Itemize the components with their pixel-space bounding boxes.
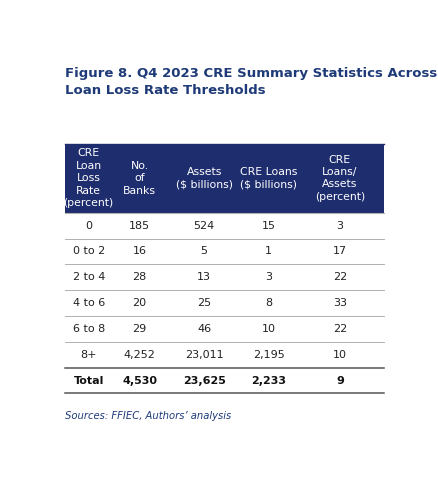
Text: 9: 9 bbox=[336, 376, 344, 386]
Text: Sources: FFIEC, Authors’ analysis: Sources: FFIEC, Authors’ analysis bbox=[65, 411, 231, 422]
Text: 3: 3 bbox=[336, 221, 343, 231]
Text: 23,011: 23,011 bbox=[185, 350, 223, 360]
Text: 0 to 2: 0 to 2 bbox=[73, 246, 105, 257]
Text: 22: 22 bbox=[333, 324, 347, 334]
Text: 5: 5 bbox=[201, 246, 208, 257]
Text: 1: 1 bbox=[265, 246, 272, 257]
Text: 16: 16 bbox=[133, 246, 147, 257]
Text: Total: Total bbox=[74, 376, 104, 386]
Text: 28: 28 bbox=[132, 272, 147, 282]
Text: 4 to 6: 4 to 6 bbox=[73, 298, 105, 308]
Text: 524: 524 bbox=[194, 221, 215, 231]
Text: 4,530: 4,530 bbox=[122, 376, 157, 386]
Text: 10: 10 bbox=[333, 350, 347, 360]
Text: Figure 8. Q4 2023 CRE Summary Statistics Across
Loan Loss Rate Thresholds: Figure 8. Q4 2023 CRE Summary Statistics… bbox=[65, 67, 437, 97]
Text: Assets
($ billions): Assets ($ billions) bbox=[176, 167, 233, 189]
Text: 185: 185 bbox=[129, 221, 150, 231]
Text: 13: 13 bbox=[197, 272, 211, 282]
Text: 10: 10 bbox=[261, 324, 276, 334]
Text: 46: 46 bbox=[197, 324, 211, 334]
Text: 29: 29 bbox=[132, 324, 147, 334]
Text: 25: 25 bbox=[197, 298, 211, 308]
Text: No.
of
Banks: No. of Banks bbox=[123, 161, 156, 196]
Text: CRE
Loans/
Assets
(percent): CRE Loans/ Assets (percent) bbox=[315, 155, 365, 202]
Text: 33: 33 bbox=[333, 298, 347, 308]
Text: CRE
Loan
Loss
Rate
(percent): CRE Loan Loss Rate (percent) bbox=[64, 149, 114, 208]
Text: 2,195: 2,195 bbox=[253, 350, 284, 360]
Text: 4,252: 4,252 bbox=[124, 350, 155, 360]
Text: 15: 15 bbox=[261, 221, 276, 231]
Text: 6 to 8: 6 to 8 bbox=[73, 324, 105, 334]
Text: 2 to 4: 2 to 4 bbox=[73, 272, 105, 282]
Text: 2,233: 2,233 bbox=[251, 376, 286, 386]
Text: 8+: 8+ bbox=[81, 350, 97, 360]
Text: 3: 3 bbox=[265, 272, 272, 282]
Text: 22: 22 bbox=[333, 272, 347, 282]
Text: 23,625: 23,625 bbox=[183, 376, 226, 386]
FancyBboxPatch shape bbox=[65, 144, 384, 213]
Text: 20: 20 bbox=[133, 298, 147, 308]
Text: 0: 0 bbox=[85, 221, 92, 231]
Text: 17: 17 bbox=[333, 246, 347, 257]
Text: CRE Loans
($ billions): CRE Loans ($ billions) bbox=[240, 167, 297, 189]
Text: 8: 8 bbox=[265, 298, 272, 308]
